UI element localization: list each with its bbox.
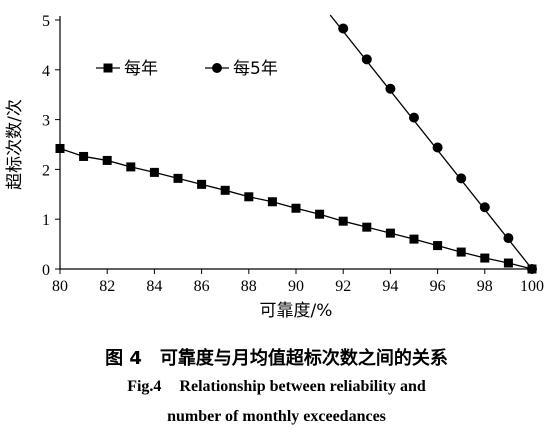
caption-zh-text: 可靠度与月均值超标次数之间的关系 xyxy=(159,348,448,369)
y-tick-label: 3 xyxy=(42,113,50,130)
chart: 80 82 84 86 88 90 92 94 96 98 100 0 1 2 3 4 5 可靠度/% 超标次数/次… xyxy=(5,13,544,321)
data-point xyxy=(432,142,443,153)
x-axis-label: 可靠度/% xyxy=(260,301,333,321)
y-tick-label: 2 xyxy=(42,162,50,179)
data-point xyxy=(149,167,159,177)
y-axis-label: 超标次数/次 xyxy=(5,99,25,190)
data-point xyxy=(267,197,277,207)
data-point xyxy=(480,253,490,263)
data-point xyxy=(55,143,65,153)
data-point xyxy=(527,264,537,274)
y-tick-label: 0 xyxy=(42,262,50,279)
legend: 每年 每5年 xyxy=(96,59,278,79)
x-tick-label: 92 xyxy=(335,278,351,295)
x-tick-label: 80 xyxy=(52,278,68,295)
data-point xyxy=(197,179,207,189)
series-1 xyxy=(55,143,537,274)
y-tick-label: 4 xyxy=(42,63,50,80)
x-tick-label: 84 xyxy=(146,278,162,295)
data-point xyxy=(479,202,490,213)
data-point xyxy=(220,185,230,195)
y-tick-label: 1 xyxy=(42,212,50,229)
x-tick-label: 96 xyxy=(430,278,446,295)
series-2 xyxy=(329,14,537,274)
data-point xyxy=(362,222,372,232)
data-point xyxy=(385,83,396,94)
caption-english-line-2: number of monthly exceedances xyxy=(167,408,386,425)
data-point xyxy=(244,192,254,202)
data-point xyxy=(79,151,89,161)
x-tick-label: 82 xyxy=(99,278,115,295)
caption-zh-figure-number: 图 4 xyxy=(105,348,142,369)
data-point xyxy=(503,258,513,268)
data-point xyxy=(291,203,301,213)
data-point xyxy=(173,173,183,183)
axes: 80 82 84 86 88 90 92 94 96 98 100 0 1 2 3 4 5 可靠度/% 超标次数/次 xyxy=(5,13,544,321)
legend-label: 每5年 xyxy=(233,59,278,79)
caption-chinese: 图 4 可靠度与月均值超标次数之间的关系 xyxy=(0,344,553,370)
x-tick-label: 98 xyxy=(477,278,493,295)
data-point xyxy=(456,173,467,184)
x-tick-label: 88 xyxy=(241,278,257,295)
legend-label: 每年 xyxy=(124,59,158,79)
x-tick-label: 100 xyxy=(520,278,544,295)
data-point xyxy=(503,233,514,244)
data-point xyxy=(456,247,466,257)
series-line xyxy=(329,14,533,270)
caption-en-figure-number: Fig.4 xyxy=(127,378,162,395)
data-point xyxy=(361,54,372,65)
x-tick-label: 94 xyxy=(382,278,398,295)
caption-english-line-1: Fig.4 Relationship between reliability an… xyxy=(0,378,553,396)
data-point xyxy=(433,241,443,251)
y-tick-label: 5 xyxy=(42,13,50,30)
legend-item-1: 每年 xyxy=(96,59,158,79)
legend-item-2: 每5年 xyxy=(205,59,278,79)
legend-marker xyxy=(212,63,222,73)
data-point xyxy=(409,234,419,244)
caption-en-text-1: Relationship between reliability and xyxy=(179,378,426,395)
data-point xyxy=(102,155,112,165)
data-point xyxy=(338,23,349,34)
data-point xyxy=(338,216,348,226)
series-layer xyxy=(55,14,537,274)
legend-marker xyxy=(103,63,113,73)
data-point xyxy=(315,209,325,219)
x-tick-label: 90 xyxy=(288,278,304,295)
x-tick-label: 86 xyxy=(194,278,210,295)
data-point xyxy=(409,112,419,123)
data-point xyxy=(126,162,136,172)
data-point xyxy=(385,228,395,238)
